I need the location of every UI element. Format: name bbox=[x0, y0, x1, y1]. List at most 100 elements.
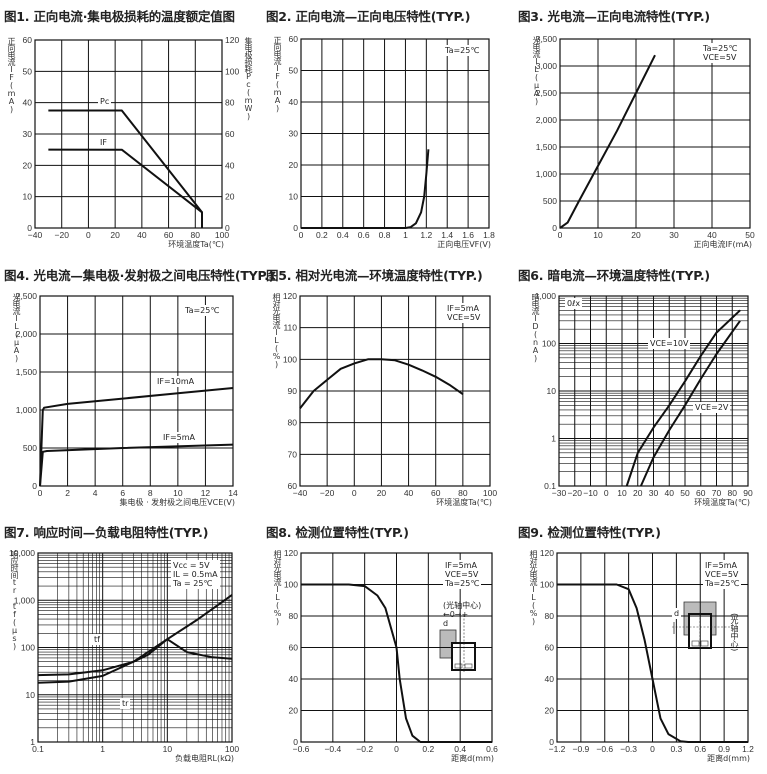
x-tick-label: 12 bbox=[201, 488, 211, 498]
x-axis-label: 正向电流IF(mA) bbox=[693, 240, 752, 249]
y-tick-label: 100 bbox=[540, 580, 554, 590]
annotation-line: Ta = 25℃ bbox=[173, 579, 213, 588]
x-tick-label: 20 bbox=[377, 488, 387, 498]
series-line-IF=10mA bbox=[39, 387, 234, 487]
y-tick-label: 1,000 bbox=[536, 169, 558, 179]
x-axis-label: 距离d(mm) bbox=[707, 754, 750, 763]
x-tick-label: 0 bbox=[86, 230, 91, 240]
annotation-line: VCE=5V bbox=[445, 570, 479, 579]
x-axis-label: 负载电阻RL(kΩ) bbox=[174, 754, 234, 763]
x-tick-label: 100 bbox=[225, 744, 239, 754]
y-tick-label: 2,500 bbox=[536, 88, 558, 98]
plot-frame bbox=[558, 295, 749, 487]
x-tick-label: 1.6 bbox=[462, 230, 474, 240]
annotation-line: Pc bbox=[100, 97, 110, 106]
x-tick-label: 0.2 bbox=[422, 744, 434, 754]
chart-5: −40 −20 0 20 40 60 80 100 60 70 80 90 100 110 120 bbox=[283, 291, 498, 498]
y2-tick-label: 40 bbox=[225, 160, 235, 170]
chart-2: 0 0.2 0.4 0.6 0.8 1 1.2 1.4 1.6 1.8 0 10 20 30 40 50 60 bbox=[289, 34, 496, 240]
plot-frame bbox=[559, 38, 751, 229]
annotation-line: (光轴中心) bbox=[730, 613, 739, 652]
x-tick-label: 80 bbox=[191, 230, 201, 240]
y-tick-label: 100 bbox=[283, 354, 297, 364]
x-tick-label: 0.6 bbox=[358, 230, 370, 240]
y-tick-label: 1,000 bbox=[535, 291, 557, 301]
annotation: Ta=25℃ bbox=[183, 305, 222, 316]
x-tick-label: −0.6 bbox=[596, 744, 613, 754]
y-tick-label: 20 bbox=[289, 706, 299, 716]
sensor-diagram-8 bbox=[439, 615, 476, 672]
x-tick-label: 60 bbox=[696, 488, 706, 498]
x-tick-label: 50 bbox=[680, 488, 690, 498]
y-tick-label: 100 bbox=[284, 580, 298, 590]
y-tick-label: 3,500 bbox=[536, 34, 558, 44]
x-tick-label: 40 bbox=[665, 488, 675, 498]
y2-tick-label: 100 bbox=[225, 66, 239, 76]
x-tick-label: −20 bbox=[55, 230, 70, 240]
x-tick-label: 1 bbox=[403, 230, 408, 240]
annotation-line: VCE=2V bbox=[695, 403, 729, 412]
y-tick-label: 20 bbox=[545, 706, 555, 716]
x-tick-label: 0 bbox=[352, 488, 357, 498]
x-tick-label: 2 bbox=[65, 488, 70, 498]
annotation-line: IF=5mA bbox=[705, 561, 738, 570]
x-tick-label: 0.6 bbox=[694, 744, 706, 754]
annotation-line: VCE=5V bbox=[447, 313, 481, 322]
annotation-line: Ta=25℃ bbox=[185, 306, 220, 315]
x-tick-label: 30 bbox=[649, 488, 659, 498]
y-tick-label: 1,000 bbox=[14, 595, 36, 605]
chart-9: −1.2 −0.9 −0.6 −0.3 0 0.3 0.6 0.9 1.2 0 20 40 60 80 10… bbox=[540, 548, 754, 754]
series-line-VCE=10V bbox=[625, 309, 741, 487]
y-tick-label: 40 bbox=[545, 674, 555, 684]
x-tick-label: 20 bbox=[631, 230, 641, 240]
y-tick-label: 1 bbox=[551, 434, 556, 444]
series-line-IF bbox=[48, 148, 203, 228]
annotation-line: Ta=25℃ bbox=[705, 579, 740, 588]
annotation-line: ←0→+ bbox=[443, 610, 469, 619]
annotation: IF=10mA bbox=[155, 376, 197, 387]
y2-tick-label: 120 bbox=[225, 35, 239, 45]
x-tick-label: 0.9 bbox=[718, 744, 730, 754]
series-line-Pc bbox=[48, 109, 203, 228]
annotation: IF=5mA bbox=[161, 432, 198, 443]
chart-3: 0 10 20 30 40 5005001,0001,5002,0002,5003,000… bbox=[536, 34, 755, 240]
y-tick-label: 0 bbox=[293, 223, 298, 233]
annotation-line: IF bbox=[100, 138, 107, 147]
y2-tick-label: 20 bbox=[225, 192, 235, 202]
annotation-line: Vcc = 5V bbox=[173, 561, 210, 570]
y-tick-label: 3,000 bbox=[536, 61, 558, 71]
annotation: 0ℓx bbox=[565, 298, 583, 309]
x-tick-label: 100 bbox=[215, 230, 229, 240]
y-tick-label: 20 bbox=[289, 160, 299, 170]
y-tick-label: 2,000 bbox=[536, 115, 558, 125]
chart-6: −30 −20 −10 0 10 20 30 40 50 60 70 80 90 0.1 1 10 100 1,0… bbox=[535, 291, 753, 498]
annotation: (光轴中心) bbox=[728, 612, 741, 652]
y-tick-label: 0 bbox=[552, 223, 557, 233]
series-line-s0 bbox=[299, 358, 464, 410]
chart-title: 图6. 暗电流—环境温度特性(TYP.) bbox=[518, 268, 710, 283]
x-tick-label: 50 bbox=[745, 230, 755, 240]
plot-frame bbox=[37, 552, 233, 743]
y-tick-label: 120 bbox=[540, 548, 554, 558]
y-tick-label: 0.1 bbox=[544, 481, 556, 491]
annotation: VCE=2V bbox=[693, 402, 731, 413]
x-axis-label: 集电极 · 发射极之间电压VCE(V) bbox=[119, 498, 235, 507]
y-tick-label: 60 bbox=[23, 35, 33, 45]
x-tick-label: 30 bbox=[669, 230, 679, 240]
x-tick-label: 60 bbox=[164, 230, 174, 240]
y-tick-label: 20 bbox=[23, 160, 33, 170]
x-tick-label: 80 bbox=[458, 488, 468, 498]
annotation-line: Ta=25℃ bbox=[445, 46, 480, 55]
plot-frame bbox=[39, 295, 234, 487]
y2-tick-label: 0 bbox=[225, 223, 230, 233]
x-tick-label: −40 bbox=[293, 488, 308, 498]
y-axis-label: 响应时间tr tf(μs) bbox=[10, 550, 19, 650]
x-tick-label: −0.9 bbox=[572, 744, 589, 754]
y-tick-label: 0 bbox=[293, 737, 298, 747]
x-tick-label: 40 bbox=[404, 488, 414, 498]
x-tick-label: 0.6 bbox=[486, 744, 498, 754]
annotation: (光轴中心) ←0→+ d bbox=[441, 600, 483, 629]
y-axis-label: 光电流IL(μA) bbox=[12, 293, 21, 362]
y-tick-label: 1 bbox=[30, 737, 35, 747]
